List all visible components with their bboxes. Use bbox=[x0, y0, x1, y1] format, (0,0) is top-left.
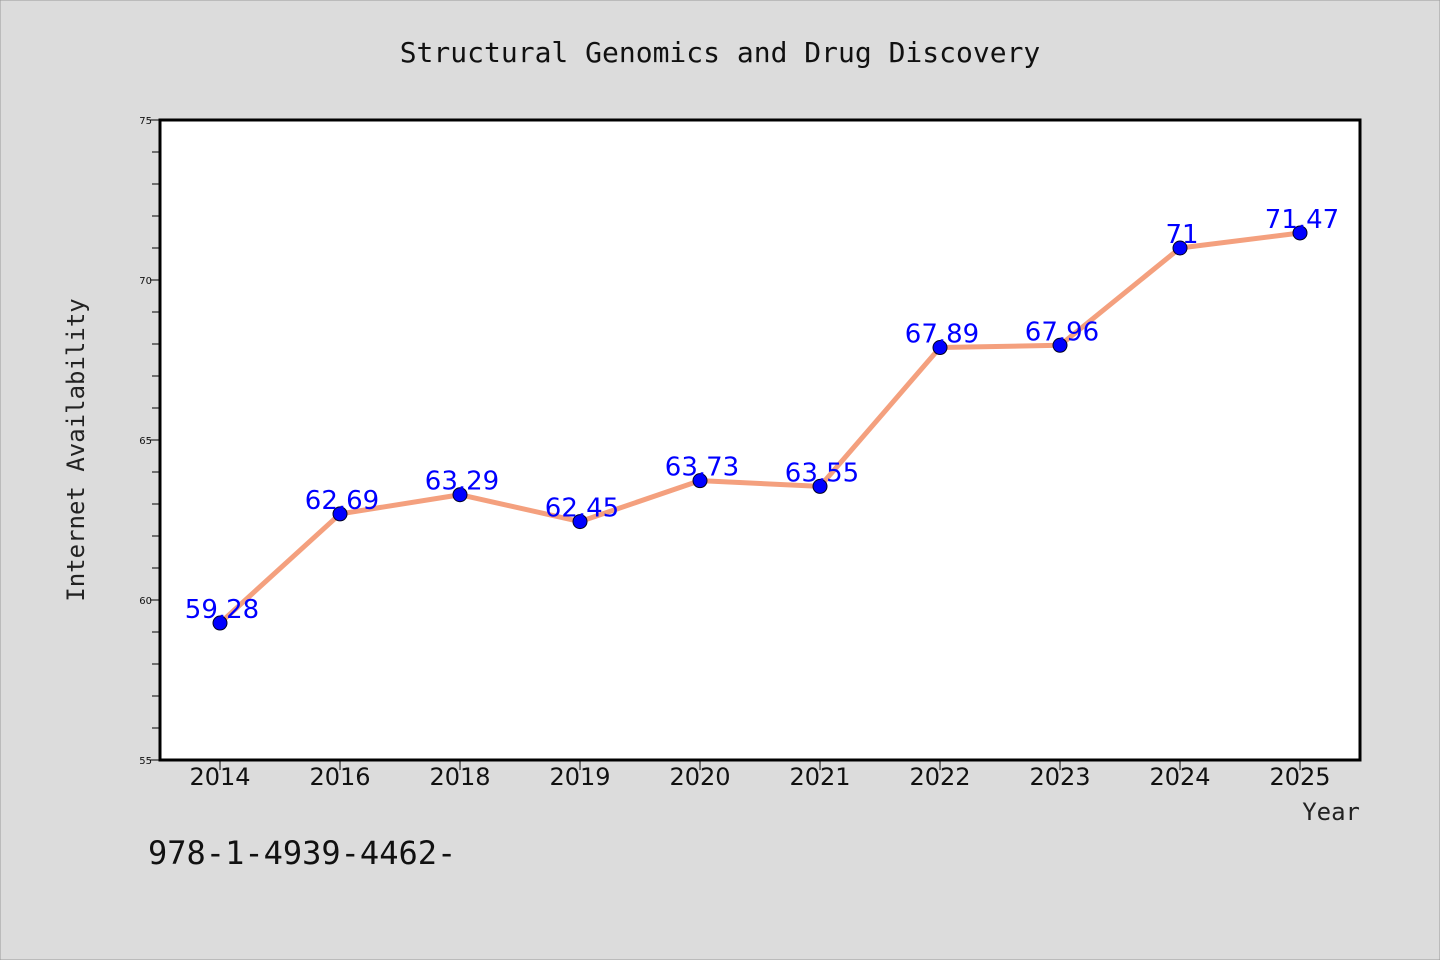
y-tick-label: 60 bbox=[139, 596, 152, 607]
plot-area bbox=[160, 120, 1360, 760]
y-tick-label: 70 bbox=[139, 276, 152, 287]
x-tick-label: 2021 bbox=[789, 763, 850, 791]
x-tick-label: 2024 bbox=[1149, 763, 1210, 791]
x-tick-label: 2019 bbox=[549, 763, 610, 791]
data-label: 62.45 bbox=[545, 494, 619, 524]
x-axis: 2014 2016 2018 2019 2020 2021 2022 2023 2024 2025 bbox=[189, 760, 1331, 791]
data-label: 67.96 bbox=[1025, 317, 1099, 347]
data-label: 62.69 bbox=[305, 486, 379, 516]
y-axis-label: Internet Availability bbox=[62, 298, 90, 601]
data-point bbox=[212, 615, 228, 631]
data-point bbox=[332, 506, 348, 522]
data-point bbox=[452, 487, 468, 503]
x-tick-label: 2018 bbox=[429, 763, 490, 791]
x-tick-label: 2025 bbox=[1269, 763, 1330, 791]
data-label: 63.29 bbox=[425, 467, 499, 497]
data-label: 63.73 bbox=[665, 453, 739, 483]
chart-title: Structural Genomics and Drug Discovery bbox=[400, 36, 1041, 69]
x-tick-label: 2023 bbox=[1029, 763, 1090, 791]
x-axis-label: Year bbox=[1302, 798, 1360, 826]
x-tick-label: 2020 bbox=[669, 763, 730, 791]
data-label: 59.28 bbox=[185, 595, 259, 625]
series-line bbox=[217, 230, 1303, 626]
data-point bbox=[1172, 240, 1188, 256]
series-layer: 59.28 62.69 63.29 62.45 63.73 63.55 67.89 67.96… bbox=[185, 205, 1339, 631]
x-tick-label: 2016 bbox=[309, 763, 370, 791]
data-point bbox=[1052, 337, 1068, 353]
plot-frame bbox=[158, 118, 1362, 762]
data-point bbox=[932, 340, 948, 356]
data-label: 67.89 bbox=[905, 320, 979, 350]
x-tick-label: 2014 bbox=[189, 763, 250, 791]
y-tick-label: 65 bbox=[139, 436, 152, 447]
y-tick-label: 75 bbox=[139, 116, 152, 127]
footnote-text: 978-1-4939-4462- bbox=[148, 834, 456, 872]
data-point bbox=[692, 473, 708, 489]
data-label: 63.55 bbox=[785, 458, 859, 488]
data-label: 71 bbox=[1165, 220, 1198, 250]
data-point bbox=[1292, 225, 1308, 241]
data-point bbox=[572, 514, 588, 530]
x-tick-label: 2022 bbox=[909, 763, 970, 791]
data-label: 71.47 bbox=[1265, 205, 1339, 235]
y-tick-label: 55 bbox=[139, 756, 152, 767]
data-point bbox=[812, 478, 828, 494]
